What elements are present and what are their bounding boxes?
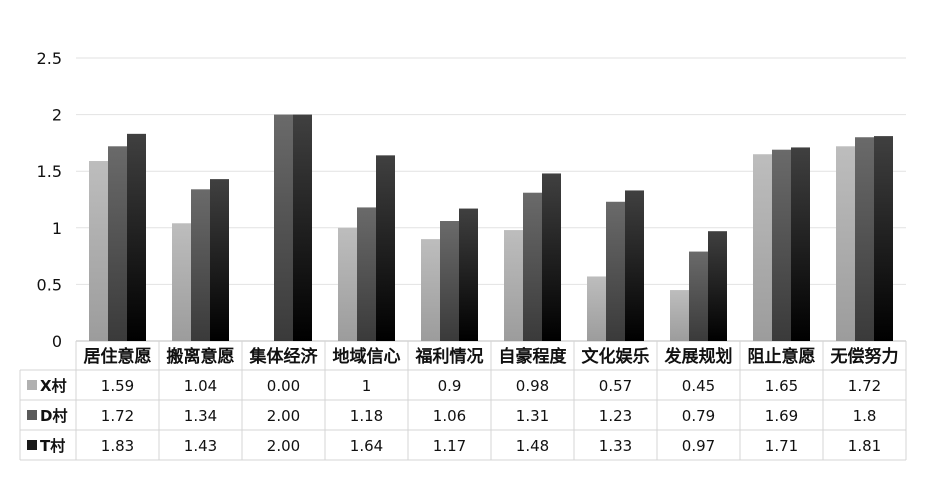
y-tick-label: 0.5	[37, 275, 62, 294]
data-table-value: 1.83	[101, 437, 134, 455]
bar	[689, 251, 708, 341]
y-tick-label: 2.5	[37, 49, 62, 68]
data-table-value: 1.65	[765, 377, 798, 395]
category-label: 阻止意愿	[748, 346, 816, 367]
data-table-value: 1.72	[101, 407, 134, 425]
bar	[587, 276, 606, 341]
category-label: 地域信心	[333, 346, 401, 367]
bar	[753, 154, 772, 341]
bar	[440, 221, 459, 341]
bar	[836, 146, 855, 341]
bar	[772, 149, 791, 341]
bar	[357, 207, 376, 341]
bar	[670, 290, 689, 341]
category-labels: 居住意愿 搬离意愿 集体经济 地域信心 福利情况 自豪程度 文化娱乐 发展规划 阻止意愿 无偿努力	[84, 346, 899, 367]
bar	[172, 223, 191, 341]
data-table-value: 1.31	[516, 407, 549, 425]
bar	[376, 155, 395, 341]
data-table-value: 1.43	[184, 437, 217, 455]
y-axis-ticks: 0 0.5 1 1.5 2 2.5	[37, 49, 62, 351]
bar	[625, 190, 644, 341]
category-label: 发展规划	[664, 346, 733, 367]
data-table-value: 1.8	[853, 407, 877, 425]
data-table-value: 1.06	[433, 407, 466, 425]
data-table-value: 0.45	[682, 377, 715, 395]
data-table-value: 1.34	[184, 407, 217, 425]
bar	[523, 192, 542, 341]
y-tick-label: 1.5	[37, 162, 62, 181]
category-label: 居住意愿	[84, 346, 152, 367]
bars	[89, 114, 893, 341]
category-label: 福利情况	[415, 346, 484, 367]
bar	[421, 239, 440, 341]
category-label: 集体经济	[249, 346, 319, 367]
bar	[791, 147, 810, 341]
bar	[89, 161, 108, 341]
data-table-value: 1.69	[765, 407, 798, 425]
legend-label: X村	[40, 377, 67, 395]
data-table-value: 0.9	[438, 377, 462, 395]
bar	[459, 208, 478, 341]
data-table: X村 1.59 1.04 0.00 1 0.9 0.98 0.57 0.45 1.65 1.72 D村…	[19, 341, 907, 461]
data-table-value: 1.23	[599, 407, 632, 425]
bar	[210, 179, 229, 341]
bar	[293, 114, 312, 341]
bar	[708, 231, 727, 341]
legend-key	[27, 410, 37, 420]
legend-key	[27, 380, 37, 390]
data-table-value: 1.17	[433, 437, 466, 455]
bar	[127, 133, 146, 341]
data-table-value: 0.00	[267, 377, 300, 395]
category-label: 文化娱乐	[582, 346, 650, 367]
bar	[338, 227, 357, 341]
category-label: 自豪程度	[499, 346, 568, 367]
data-table-value: 1	[362, 377, 372, 395]
legend-label: T村	[40, 437, 65, 455]
data-table-value: 1.04	[184, 377, 217, 395]
data-table-value: 0.57	[599, 377, 632, 395]
bar	[874, 136, 893, 341]
data-table-value: 2.00	[267, 407, 300, 425]
legend-key	[27, 440, 37, 450]
data-table-value: 1.72	[848, 377, 881, 395]
data-table-value: 1.33	[599, 437, 632, 455]
category-label: 搬离意愿	[167, 346, 235, 367]
bar	[542, 173, 561, 341]
bar	[855, 137, 874, 341]
legend-label: D村	[40, 407, 67, 425]
bar	[274, 114, 293, 341]
data-table-value: 1.48	[516, 437, 549, 455]
data-table-value: 1.18	[350, 407, 383, 425]
bar	[606, 201, 625, 341]
bar	[191, 189, 210, 341]
y-tick-label: 2	[52, 106, 62, 125]
data-table-value: 1.64	[350, 437, 383, 455]
bar	[108, 146, 127, 341]
data-table-value: 1.71	[765, 437, 798, 455]
data-table-value: 1.81	[848, 437, 881, 455]
bar	[504, 230, 523, 341]
data-table-value: 0.98	[516, 377, 549, 395]
data-table-value: 1.59	[101, 377, 134, 395]
data-table-value: 0.79	[682, 407, 715, 425]
y-tick-label: 1	[52, 219, 62, 238]
y-tick-label: 0	[52, 332, 62, 351]
data-table-value: 2.00	[267, 437, 300, 455]
data-table-value: 0.97	[682, 437, 715, 455]
category-label: 无偿努力	[830, 346, 899, 367]
